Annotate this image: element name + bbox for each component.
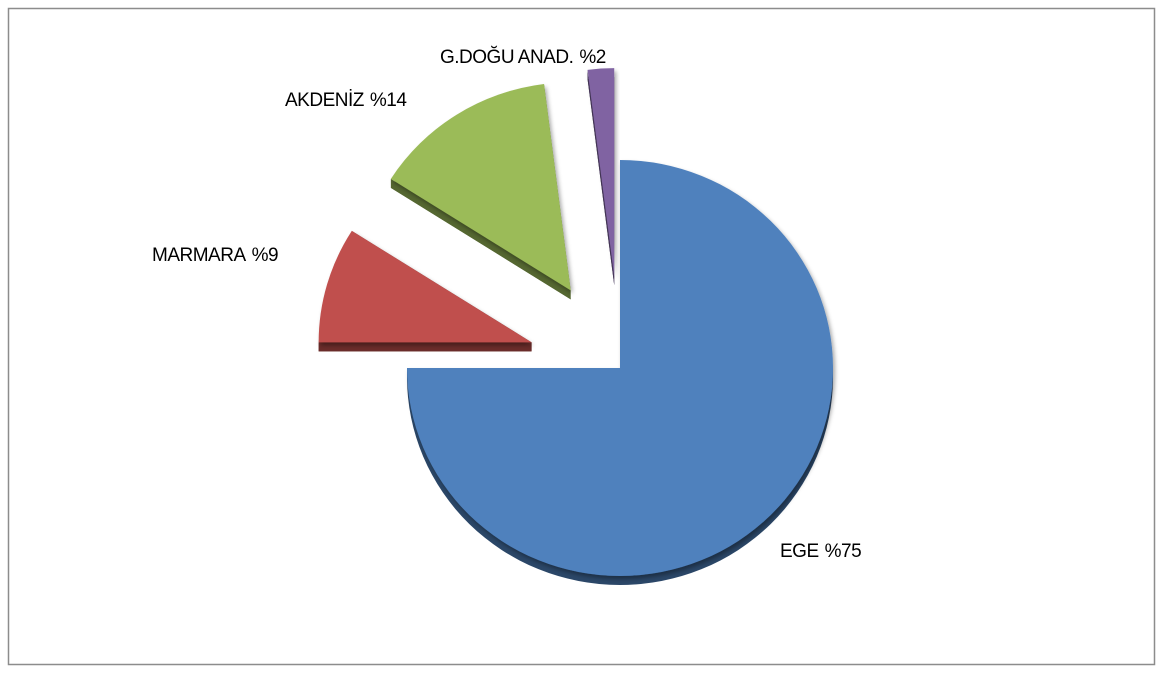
slice-value: %75: [825, 541, 862, 562]
slice-label: G.DOĞU ANAD. %2: [440, 46, 606, 68]
slice-label: AKDENİZ %14: [285, 90, 407, 111]
slice-category: EGE: [780, 541, 819, 562]
slice-label: EGE %75: [780, 541, 861, 562]
slice-value: %2: [579, 47, 605, 68]
slice-category: MARMARA: [152, 245, 246, 266]
pie-slice: [390, 83, 571, 291]
pie-slice: [318, 230, 532, 343]
slice-label: MARMARA %9: [152, 245, 278, 266]
slice-category: AKDENİZ: [285, 90, 365, 111]
slice-category: G.DOĞU ANAD.: [440, 46, 573, 68]
slice-value: %9: [252, 245, 278, 266]
slice-side: [587, 68, 615, 286]
pie-slice: [407, 160, 833, 576]
pie-slice: [587, 68, 615, 277]
slice-value: %14: [370, 90, 407, 111]
